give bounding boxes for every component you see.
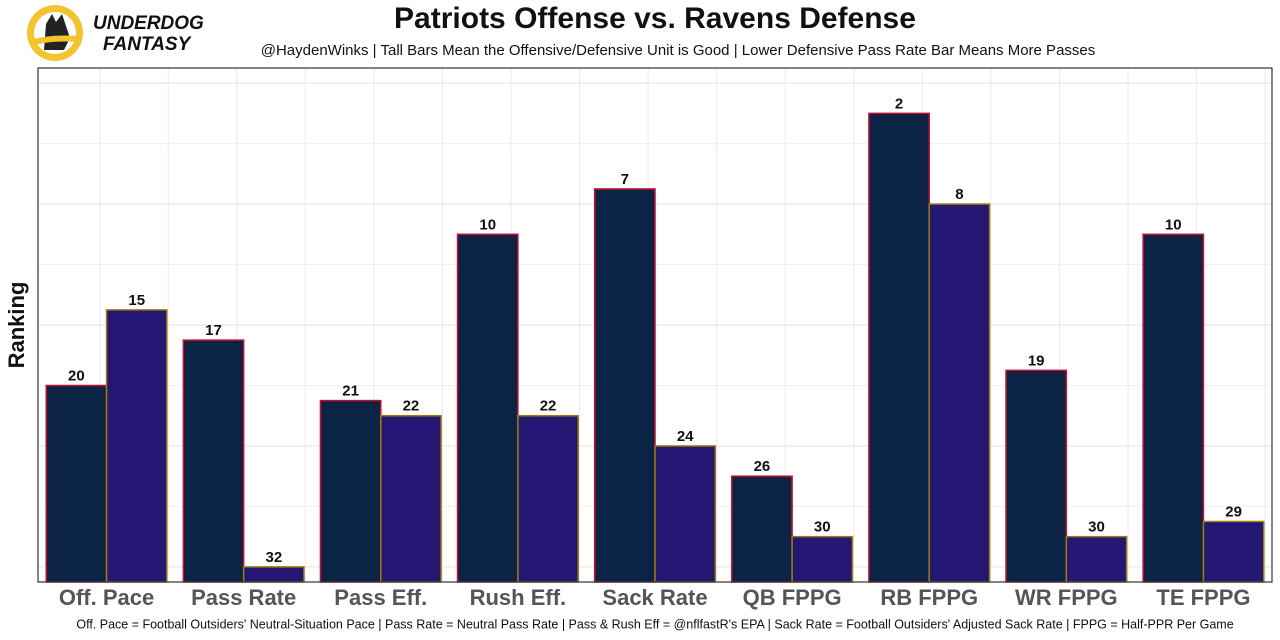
x-tick-label: Off. Pace bbox=[59, 585, 154, 610]
y-axis-label: Ranking bbox=[4, 282, 29, 369]
value-label: 32 bbox=[265, 549, 282, 566]
chart-subtitle: @HaydenWinks | Tall Bars Mean the Offens… bbox=[261, 42, 1096, 59]
bar bbox=[731, 475, 793, 583]
value-label: 24 bbox=[677, 428, 694, 445]
bar bbox=[654, 445, 717, 583]
value-label: 7 bbox=[621, 171, 629, 188]
value-label: 20 bbox=[68, 367, 85, 384]
x-tick-label: Rush Eff. bbox=[470, 585, 567, 610]
footnote: Off. Pace = Football Outsiders' Neutral-… bbox=[76, 617, 1233, 631]
chart-title: Patriots Offense vs. Ravens Defense bbox=[394, 2, 916, 35]
value-label: 30 bbox=[814, 519, 831, 536]
bar bbox=[868, 112, 930, 583]
logo-band bbox=[30, 35, 78, 46]
value-label: 21 bbox=[342, 383, 359, 400]
logo-text: UNDERDOG bbox=[93, 13, 204, 34]
bar bbox=[45, 384, 108, 583]
logo: UNDERDOG FANTASY bbox=[27, 5, 204, 61]
bar bbox=[517, 414, 579, 583]
value-label: 15 bbox=[128, 292, 145, 309]
value-label: 17 bbox=[205, 322, 222, 339]
bar bbox=[1065, 535, 1128, 583]
bar bbox=[791, 535, 854, 583]
bar bbox=[182, 339, 245, 583]
bar bbox=[319, 399, 382, 583]
bar bbox=[928, 203, 991, 583]
logo-text: FANTASY bbox=[103, 34, 193, 55]
bar bbox=[242, 566, 305, 583]
bar bbox=[105, 309, 168, 583]
x-tick-label: QB FPPG bbox=[743, 585, 842, 610]
x-tick-label: RB FPPG bbox=[880, 585, 978, 610]
value-label: 10 bbox=[479, 216, 496, 233]
value-label: 22 bbox=[540, 398, 557, 415]
value-label: 29 bbox=[1225, 503, 1242, 520]
x-tick-label: TE FPPG bbox=[1156, 585, 1250, 610]
bar bbox=[456, 233, 519, 583]
x-tick-label: Pass Rate bbox=[191, 585, 296, 610]
value-label: 22 bbox=[403, 398, 420, 415]
value-label: 19 bbox=[1028, 352, 1045, 369]
x-tick-label: Sack Rate bbox=[602, 585, 707, 610]
value-label: 2 bbox=[895, 95, 903, 112]
bar bbox=[1142, 233, 1205, 583]
x-tick-label: Pass Eff. bbox=[334, 585, 427, 610]
bar bbox=[380, 414, 442, 583]
bar bbox=[593, 188, 656, 583]
value-label: 30 bbox=[1088, 519, 1105, 536]
value-label: 26 bbox=[754, 458, 771, 475]
plot-frame bbox=[37, 67, 1273, 583]
bar bbox=[1202, 520, 1265, 583]
bar bbox=[1005, 369, 1068, 583]
x-tick-label: WR FPPG bbox=[1015, 585, 1118, 610]
value-label: 10 bbox=[1165, 216, 1182, 233]
value-label: 8 bbox=[955, 186, 963, 203]
